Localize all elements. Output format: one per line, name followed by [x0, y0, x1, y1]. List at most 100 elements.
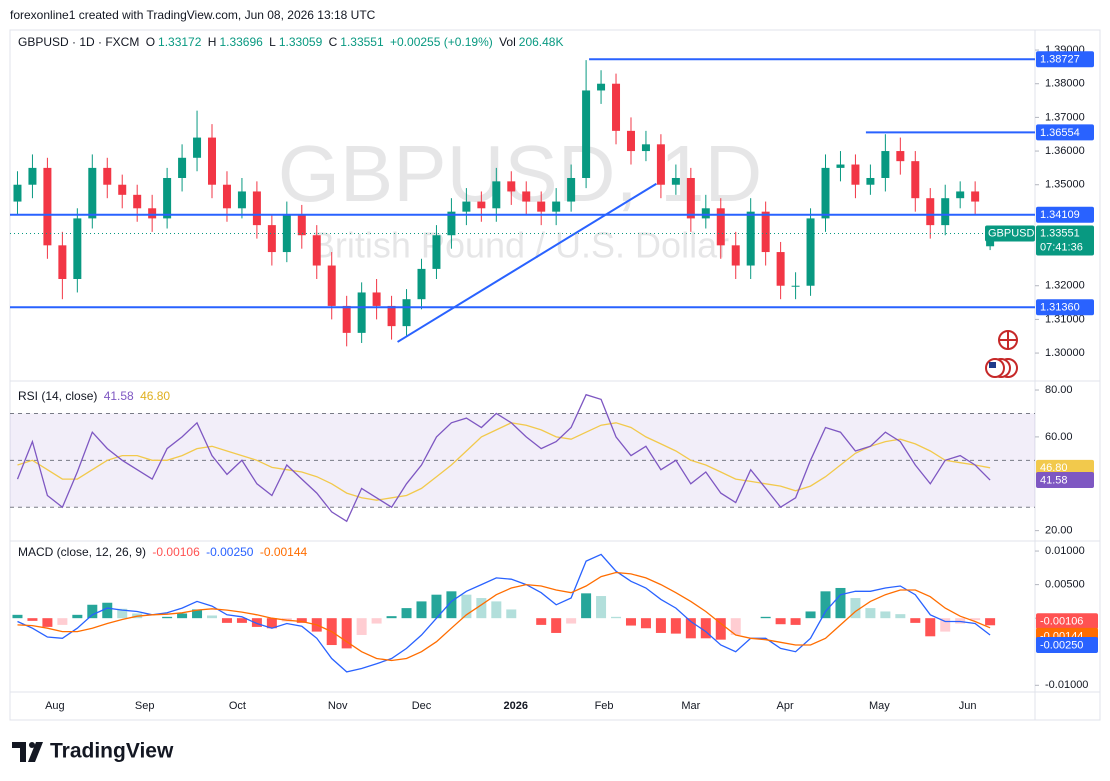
- macd-histogram-bar: [730, 618, 741, 635]
- flag-icon: [985, 358, 1018, 378]
- candle-body: [462, 201, 471, 212]
- candle-body: [297, 215, 306, 236]
- y-tick-label: 1.38000: [1045, 78, 1085, 90]
- candle-body: [776, 252, 785, 286]
- hist-value: -0.00106: [152, 545, 200, 559]
- candle-body: [492, 181, 501, 209]
- macd-histogram-bar: [910, 618, 921, 623]
- macd-histogram-bar: [850, 598, 861, 619]
- rsi-ma-line: [17, 422, 991, 501]
- ohlc-value: 1.33059: [278, 35, 323, 49]
- macd-legend: MACD (close, 12, 26, 9) -0.00106 -0.0025…: [18, 545, 310, 559]
- macd-histogram-bar: [476, 598, 487, 619]
- candle-body: [641, 144, 650, 152]
- macd-histogram-bar: [102, 602, 113, 619]
- candle-body: [163, 177, 172, 219]
- y-tick-label: 1.30000: [1045, 347, 1085, 359]
- macd-histogram-bar: [775, 618, 786, 625]
- candle-body: [372, 292, 381, 306]
- price-tag: [1036, 636, 1098, 653]
- candle-body: [761, 211, 770, 253]
- y-tick-label: 0.00500: [1045, 579, 1085, 591]
- macd-histogram-bar: [192, 609, 203, 619]
- y-tick-label: 1.32000: [1045, 280, 1085, 292]
- candle-body: [417, 268, 426, 300]
- candle-body: [507, 181, 516, 192]
- candle-body: [327, 265, 336, 306]
- x-tick-label: May: [869, 700, 890, 712]
- price-tag-label: 1.33551: [1040, 227, 1080, 239]
- plot: Aug Sep Oct Nov Dec 2026 Feb Mar Apr May Jun 1.3000…: [10, 44, 1098, 712]
- signal-value: -0.00144: [259, 545, 308, 559]
- candle-body: [252, 191, 261, 226]
- candle-body: [387, 305, 396, 327]
- x-tick-label: Oct: [229, 700, 246, 712]
- macd-histogram-bar: [12, 614, 23, 619]
- candle-body: [836, 164, 845, 168]
- candle-body: [671, 177, 680, 185]
- macd-histogram-bar: [760, 616, 771, 619]
- price-tag-label: 1.31360: [1040, 302, 1080, 314]
- candle-body: [178, 157, 187, 178]
- x-tick-label: Nov: [328, 700, 348, 712]
- rsi-title: RSI (14, close): [18, 389, 98, 403]
- y-tick-label: 1.35000: [1045, 179, 1085, 191]
- legend: GBPUSD · 1D · FXCM O 1.33172 H 1.33696 L 1.…: [18, 35, 567, 49]
- watermark: GBPUSD, 1D: [278, 129, 763, 218]
- macd-histogram-bar: [536, 618, 547, 625]
- candle-body: [926, 198, 935, 226]
- candle-body: [686, 177, 695, 219]
- macd-histogram-bar: [371, 618, 382, 624]
- ohlc-value: 1.33551: [340, 35, 384, 49]
- y-tick-label: 1.31000: [1045, 313, 1085, 325]
- macd-histogram-bar: [162, 616, 173, 619]
- candle-body: [956, 191, 965, 199]
- candle-body: [567, 177, 576, 202]
- macd-histogram-bar: [221, 618, 232, 623]
- tv-logo: [12, 742, 43, 762]
- price-tag: [1036, 124, 1094, 141]
- macd-histogram-bar: [177, 613, 188, 619]
- y-tick-label: 0.01000: [1045, 545, 1085, 557]
- macd-histogram-bar: [207, 615, 218, 619]
- ohlc-value: 1.33696: [219, 35, 263, 49]
- price-tag-label: 41.58: [1040, 474, 1068, 486]
- price-tag: [1036, 206, 1094, 223]
- macd-histogram-bar: [72, 614, 83, 619]
- symbol-line: GBPUSD · 1D · FXCM: [18, 35, 140, 49]
- y-tick-label: 1.37000: [1045, 111, 1085, 123]
- macd-histogram-bar: [820, 591, 831, 619]
- macd-histogram-bar: [356, 618, 367, 635]
- countdown: 07:41:36: [1040, 241, 1083, 253]
- candle-body: [432, 235, 441, 269]
- macd-histogram-bar: [670, 618, 681, 634]
- candle-body: [133, 194, 142, 209]
- credit: forexonline1 created with TradingView.co…: [10, 8, 376, 22]
- macd-histogram-bar: [581, 593, 592, 619]
- candle-body: [222, 184, 231, 209]
- chart-frame: [9, 29, 1101, 721]
- candle-body: [58, 245, 67, 279]
- x-tick-label: Apr: [777, 700, 794, 712]
- rsi-ma-value: 46.80: [140, 389, 171, 403]
- brand: TradingView: [50, 740, 174, 763]
- candle-body: [851, 164, 860, 185]
- macd-histogram-bar: [611, 616, 622, 619]
- macd-line: [17, 553, 991, 673]
- y-tick-label: -0.01000: [1045, 679, 1088, 691]
- macd-histogram-bar: [386, 616, 397, 619]
- ohlc-label: L: [269, 35, 276, 49]
- x-tick-label: Dec: [412, 700, 432, 712]
- macd-histogram-bar: [880, 611, 891, 619]
- rsi-legend: RSI (14, close) 41.58 46.80: [18, 389, 173, 403]
- macd-histogram-bar: [625, 618, 636, 626]
- candle-body: [267, 225, 276, 253]
- macd-histogram-bar: [416, 601, 427, 619]
- macd-histogram-bar: [266, 618, 277, 629]
- macd-histogram-bar: [506, 609, 517, 619]
- candle-body: [402, 299, 411, 327]
- macd-histogram-bar: [461, 594, 472, 619]
- candle-body: [552, 201, 561, 212]
- candle-body: [656, 144, 665, 185]
